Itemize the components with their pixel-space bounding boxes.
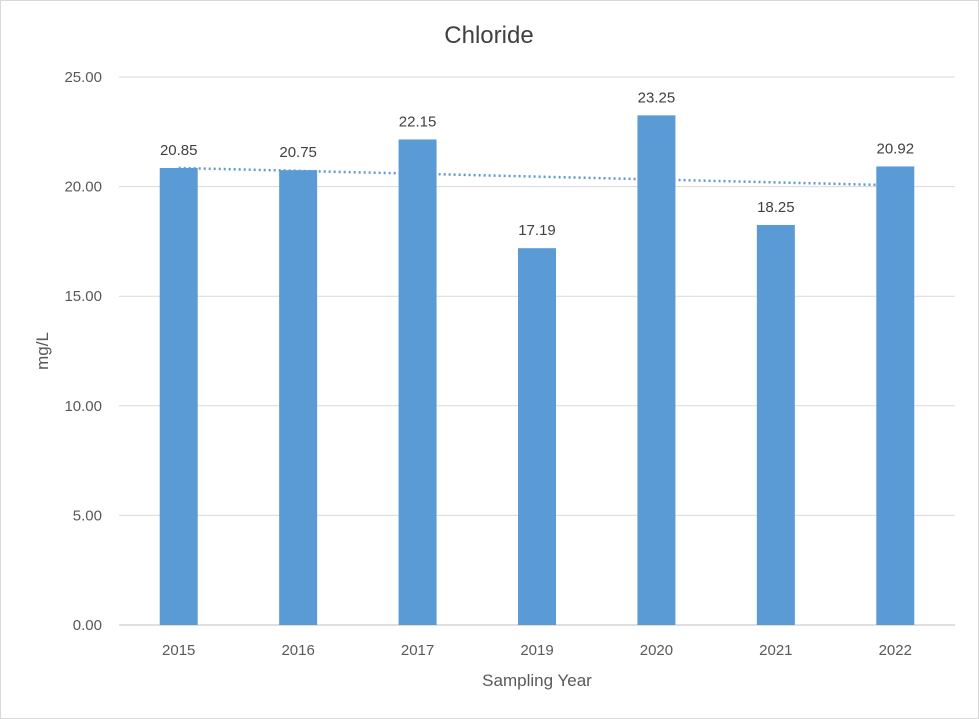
bar — [876, 166, 915, 625]
y-tick-label: 5.00 — [73, 507, 102, 524]
data-label: 22.15 — [399, 113, 437, 130]
data-label: 20.92 — [877, 140, 915, 157]
x-tick-label: 2022 — [879, 642, 912, 659]
y-tick-label: 0.00 — [73, 617, 102, 634]
bar — [756, 224, 795, 625]
x-tick-label: 2019 — [520, 642, 553, 659]
y-axis-ticks: 0.00 5.00 10.00 15.00 20.00 25.00 — [64, 69, 102, 634]
data-label: 18.25 — [757, 199, 795, 216]
y-tick-label: 10.00 — [64, 398, 102, 415]
x-tick-label: 2021 — [759, 642, 792, 659]
bar — [637, 115, 676, 626]
bar — [398, 139, 437, 626]
x-axis-ticks: 2015 2016 2017 2019 2020 2021 2022 — [162, 642, 912, 659]
bar — [279, 170, 318, 625]
x-tick-label: 2015 — [162, 642, 195, 659]
chart-title: Chloride — [444, 22, 533, 49]
data-label: 17.19 — [518, 222, 556, 239]
bar — [518, 248, 556, 626]
gridlines — [119, 76, 955, 626]
bars — [159, 115, 915, 626]
data-labels: 20.85 20.75 22.15 17.19 23.25 18.25 20.92 — [160, 89, 914, 239]
y-axis-title: mg/L — [33, 332, 52, 370]
x-axis-title: Sampling Year — [482, 671, 592, 690]
y-tick-label: 25.00 — [64, 69, 102, 86]
bar — [159, 167, 198, 625]
x-tick-label: 2017 — [401, 642, 434, 659]
data-label: 23.25 — [638, 89, 676, 106]
data-label: 20.85 — [160, 142, 198, 159]
x-tick-label: 2020 — [640, 642, 673, 659]
y-tick-label: 15.00 — [64, 288, 102, 305]
y-tick-label: 20.00 — [64, 179, 102, 196]
data-label: 20.75 — [279, 144, 317, 161]
x-tick-label: 2016 — [281, 642, 314, 659]
